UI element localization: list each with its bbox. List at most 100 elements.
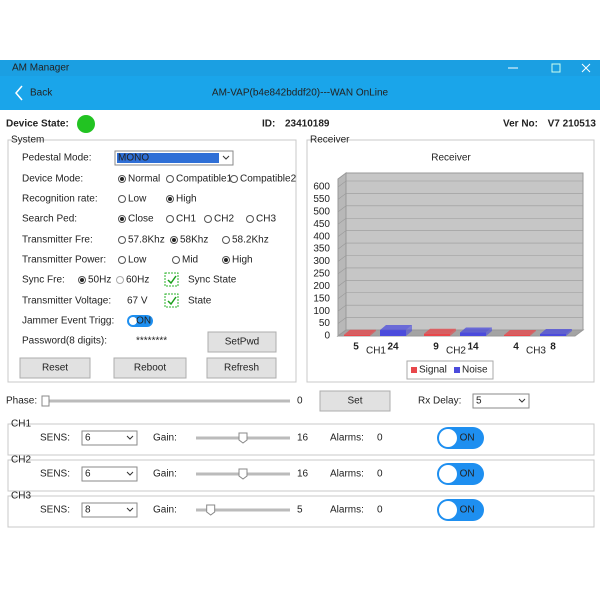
radio-button[interactable] — [230, 175, 238, 183]
group-box — [7, 139, 297, 383]
radio-label: 50Hz — [88, 275, 111, 286]
grid-line — [337, 329, 583, 337]
select-value: 6 — [85, 469, 91, 480]
field-label: Transmitter Voltage: — [22, 296, 111, 307]
radio-button[interactable] — [118, 195, 126, 203]
bar-top — [424, 328, 456, 334]
alarms-label: Alarms: — [330, 433, 364, 444]
bar — [380, 330, 406, 336]
grid-line — [337, 230, 583, 237]
maximize-icon[interactable] — [551, 63, 561, 73]
slider-thumb[interactable] — [238, 432, 248, 444]
radio-dot — [80, 278, 84, 282]
version-value: V7 210513 — [548, 119, 597, 130]
button[interactable] — [19, 357, 91, 379]
toggle-knob — [129, 317, 137, 325]
alarms-value: 0 — [377, 433, 383, 444]
select-value: 8 — [85, 505, 91, 516]
y-tick-label: 350 — [313, 244, 330, 255]
alarms-value: 0 — [377, 469, 383, 480]
y-tick-label: 550 — [313, 194, 330, 205]
select-value: 6 — [85, 433, 91, 444]
radio-button[interactable] — [166, 215, 174, 223]
y-tick-label: 400 — [313, 231, 330, 242]
gain-value: 5 — [297, 505, 303, 516]
phase-label: Phase: — [6, 396, 37, 407]
group-box — [7, 495, 595, 528]
radio-dot — [120, 177, 124, 181]
radio-button[interactable] — [172, 256, 180, 264]
bar — [540, 334, 566, 336]
x-tick-label: CH2 — [446, 346, 466, 357]
legend-label: Noise — [462, 365, 488, 376]
select-box[interactable] — [81, 466, 138, 482]
radio-label: 58Khz — [180, 235, 208, 246]
grid-line — [337, 205, 583, 213]
legend-swatch — [411, 367, 417, 373]
version-label: Ver No: — [503, 119, 538, 130]
bar-top — [540, 329, 572, 335]
legend-label: Signal — [419, 365, 447, 376]
button[interactable] — [113, 357, 187, 379]
grid-line — [337, 217, 583, 225]
radio-label: Compatible2 — [240, 174, 297, 185]
button[interactable] — [207, 331, 277, 353]
back-icon[interactable] — [15, 85, 23, 101]
select-value: MONO — [118, 153, 149, 164]
radio-button[interactable] — [118, 256, 126, 264]
radio-label: CH1 — [176, 214, 196, 225]
radio-button[interactable] — [116, 276, 124, 284]
group-title: CH1 — [11, 419, 31, 430]
bar-top — [380, 325, 412, 331]
title-bar — [0, 60, 600, 76]
select-value: 5 — [476, 396, 482, 407]
alarms-label: Alarms: — [330, 469, 364, 480]
group-title: System — [11, 135, 44, 146]
button-label: Reboot — [134, 363, 166, 374]
radio-button[interactable] — [204, 215, 212, 223]
close-icon[interactable] — [581, 63, 591, 73]
slider-thumb[interactable] — [238, 468, 248, 480]
radio-button[interactable] — [118, 236, 126, 244]
bar — [344, 334, 370, 336]
data-label: 8 — [550, 342, 556, 353]
data-label: 24 — [387, 342, 399, 353]
toggle-knob — [439, 429, 457, 447]
y-tick-label: 250 — [313, 269, 330, 280]
window-title: AM Manager — [12, 63, 70, 74]
slider-thumb[interactable] — [206, 504, 216, 516]
select-box[interactable] — [81, 430, 138, 446]
button[interactable] — [319, 390, 391, 412]
radio-button[interactable] — [166, 175, 174, 183]
phase-value: 0 — [297, 396, 303, 407]
alarms-value: 0 — [377, 505, 383, 516]
field-label: Sync Fre: — [22, 275, 65, 286]
button-label: Reset — [42, 363, 68, 374]
select-box[interactable] — [81, 502, 138, 518]
select-arrow — [518, 398, 526, 403]
button[interactable] — [206, 357, 277, 379]
group-box — [7, 423, 595, 456]
toggle-label: ON — [460, 433, 475, 444]
check-mark — [167, 296, 177, 306]
checkbox[interactable] — [164, 293, 179, 308]
group-title: Receiver — [310, 135, 350, 146]
grid-line — [337, 267, 583, 275]
checkbox[interactable] — [164, 272, 179, 287]
radio-label: Normal — [128, 174, 160, 185]
gain-value: 16 — [297, 469, 309, 480]
select-arrow — [126, 435, 134, 440]
button-label: Refresh — [224, 363, 259, 374]
gain-value: 16 — [297, 433, 309, 444]
y-tick-label: 0 — [324, 331, 330, 342]
radio-button[interactable] — [246, 215, 254, 223]
select-box[interactable] — [472, 393, 530, 409]
slider-thumb[interactable] — [41, 395, 50, 407]
field-label: Pedestal Mode: — [22, 153, 92, 164]
grid-line — [337, 193, 583, 200]
field-label: Search Ped: — [22, 214, 77, 225]
page-title: AM-VAP(b4e842bddf20)---WAN OnLine — [212, 88, 389, 99]
legend-swatch — [454, 367, 460, 373]
toggle-label: ON — [460, 505, 475, 516]
radio-button[interactable] — [222, 236, 230, 244]
